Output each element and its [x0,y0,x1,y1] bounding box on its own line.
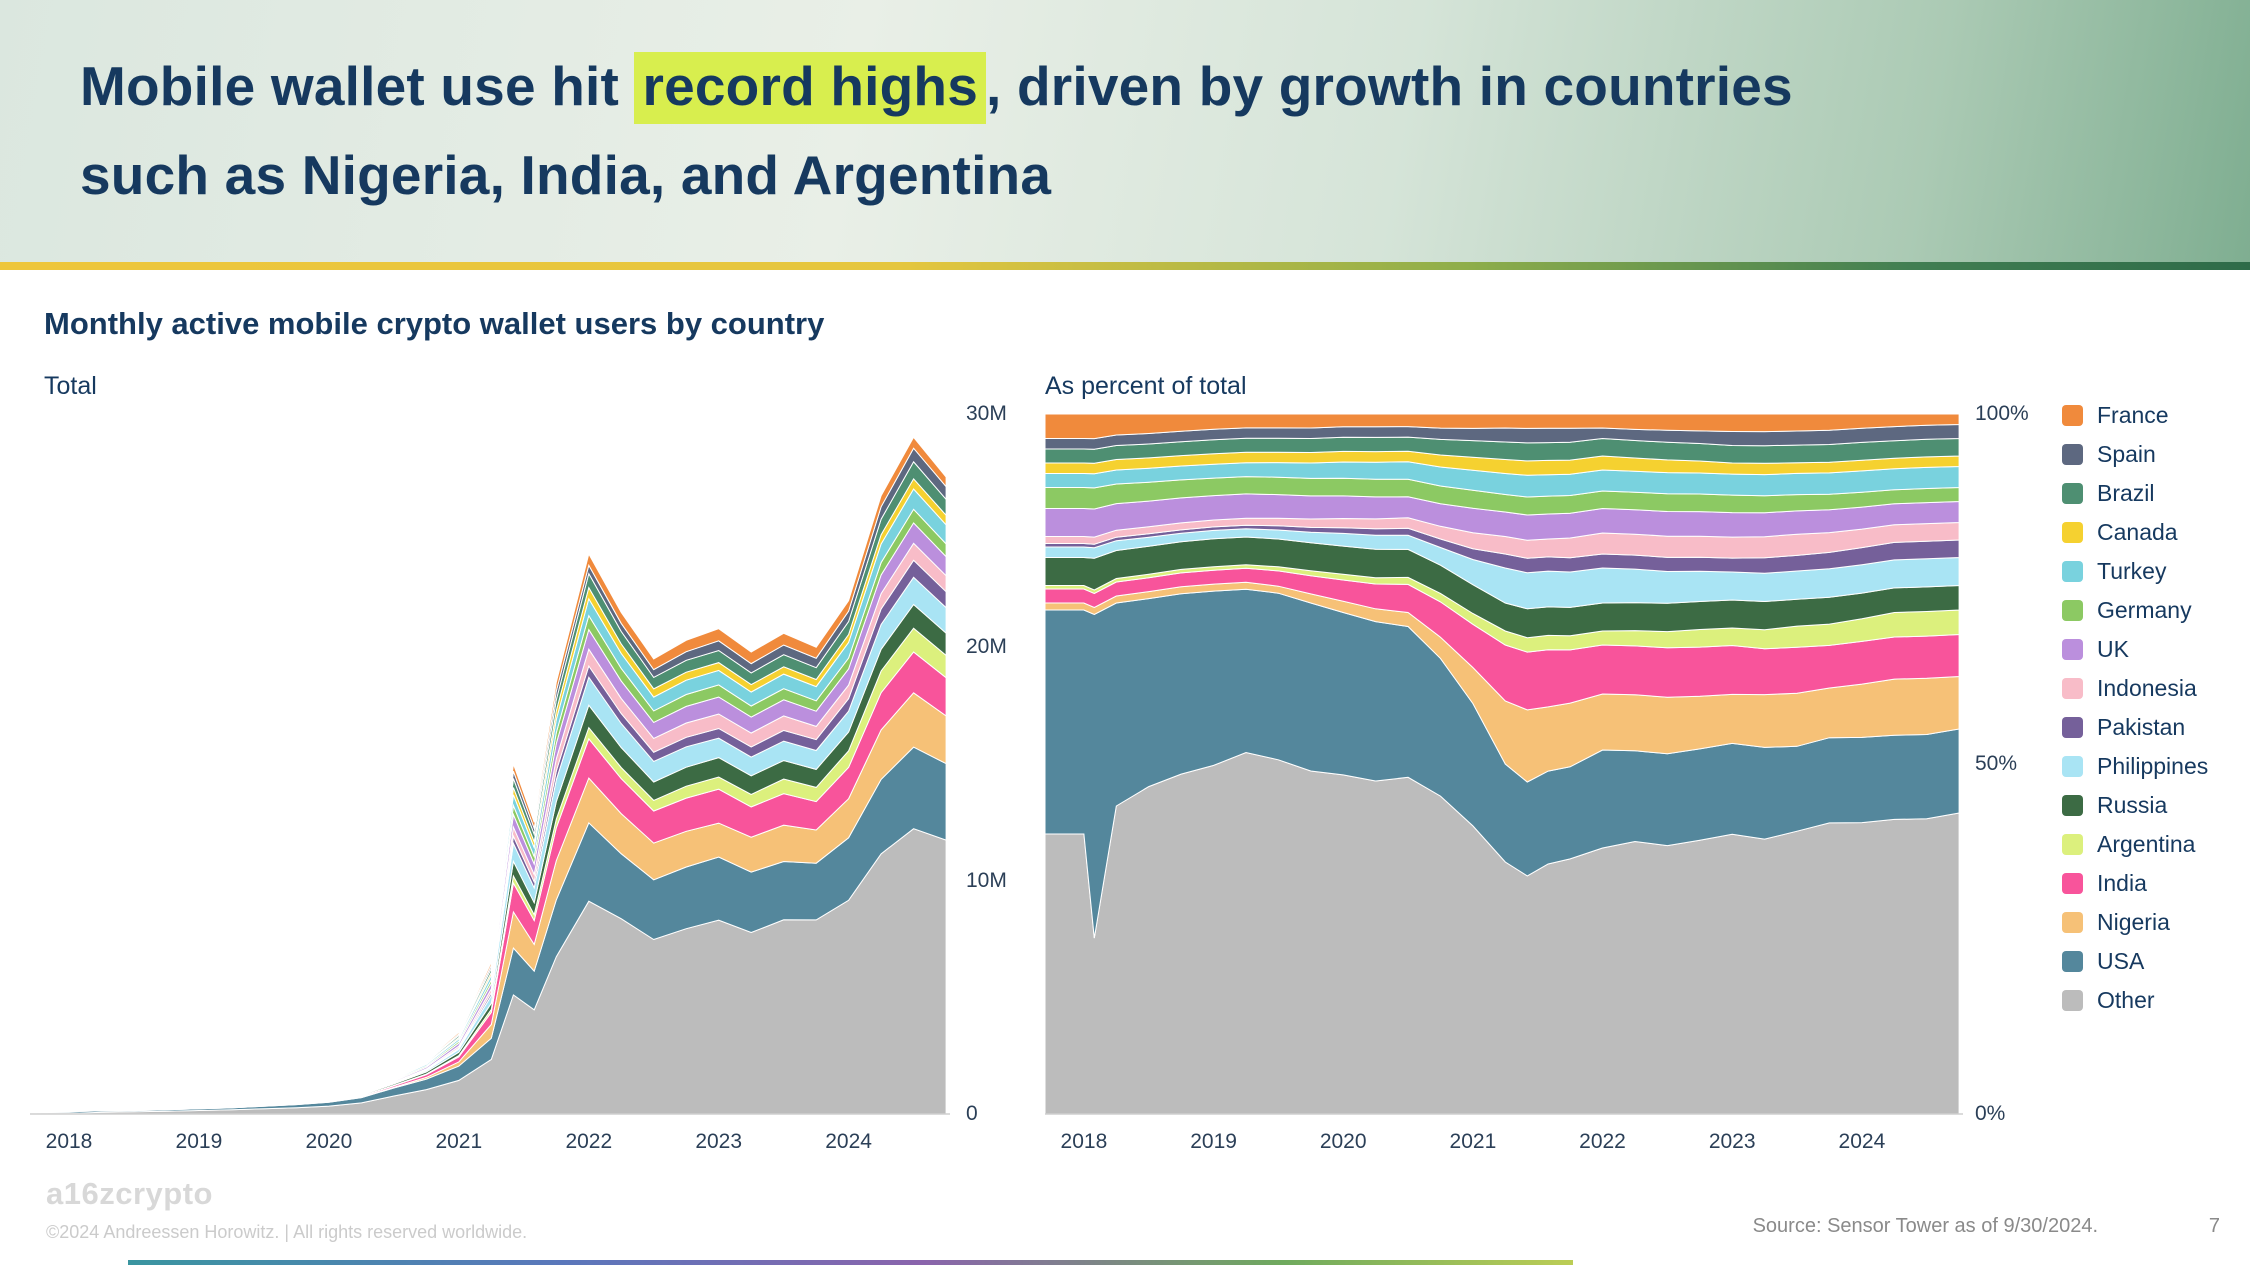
legend-item-argentina: Argentina [2062,825,2208,864]
legend-label: Nigeria [2097,909,2170,935]
percent-stacked-area-chart: 2018 2019 2020 2021 2022 2023 2024 [1045,414,1963,1153]
title-highlight: record highs [634,52,986,124]
legend-swatch [2062,405,2083,426]
ytick-0: 0 [966,1102,978,1125]
a16zcrypto-logo: a16zcrypto [46,1176,213,1211]
total-chart-label: Total [44,372,97,400]
x-tick-label: 2023 [1709,1130,1756,1153]
legend-label: France [2097,402,2169,428]
header-banner: Mobile wallet use hit record highs, driv… [0,0,2250,262]
area-france [1045,414,1960,440]
legend-swatch [2062,561,2083,582]
x-tick-label: 2021 [1450,1130,1497,1153]
legend-swatch [2062,522,2083,543]
legend-item-usa: USA [2062,942,2208,981]
legend-item-russia: Russia [2062,786,2208,825]
source-text: Source: Sensor Tower as of 9/30/2024. [1752,1215,2098,1237]
legend-item-nigeria: Nigeria [2062,903,2208,942]
legend-label: Russia [2097,792,2168,818]
legend-item-canada: Canada [2062,513,2208,552]
x-tick-label: 2022 [1579,1130,1626,1153]
chart-section-title: Monthly active mobile crypto wallet user… [44,306,825,341]
percent-chart-label: As percent of total [1045,372,1247,400]
ytick-0pct: 0% [1975,1102,2006,1125]
legend-label: Pakistan [2097,714,2186,740]
x-tick-label: 2019 [176,1130,223,1153]
legend-item-other: Other [2062,981,2208,1020]
page-number: 7 [2208,1215,2220,1237]
x-tick-label: 2020 [306,1130,353,1153]
area-france [30,436,947,1112]
legend-swatch [2062,639,2083,660]
legend-item-indonesia: Indonesia [2062,669,2208,708]
legend-label: Spain [2097,441,2156,467]
legend-item-turkey: Turkey [2062,552,2208,591]
legend-item-france: France [2062,396,2208,435]
x-tick-label: 2021 [435,1130,482,1153]
legend-swatch [2062,756,2083,777]
legend-item-philippines: Philippines [2062,747,2208,786]
slide-title: Mobile wallet use hit record highs, driv… [80,42,2140,220]
legend-label: UK [2097,636,2129,662]
legend-swatch [2062,717,2083,738]
x-tick-label: 2019 [1190,1130,1237,1153]
ytick-50pct: 50% [1975,752,2018,775]
legend-item-pakistan: Pakistan [2062,708,2208,747]
legend-label: Turkey [2097,558,2167,584]
ytick-100pct: 100% [1975,402,2029,425]
legend-label: India [2097,870,2147,896]
legend-swatch [2062,951,2083,972]
legend-item-germany: Germany [2062,591,2208,630]
accent-gradient-bar [0,262,2250,270]
legend-swatch [2062,678,2083,699]
x-tick-label: 2024 [825,1130,872,1153]
x-tick-label: 2020 [1320,1130,1367,1153]
legend-item-brazil: Brazil [2062,474,2208,513]
x-tick-label: 2022 [565,1130,612,1153]
legend-swatch [2062,912,2083,933]
legend-swatch [2062,795,2083,816]
legend-swatch [2062,483,2083,504]
legend-label: USA [2097,948,2145,974]
legend-label: Canada [2097,519,2178,545]
title-text-post: , driven by growth in countries [986,55,1793,117]
legend-label: Germany [2097,597,2192,623]
copyright-text: ©2024 Andreessen Horowitz. | All rights … [46,1222,528,1242]
legend-swatch [2062,990,2083,1011]
legend-swatch [2062,873,2083,894]
legend-label: Argentina [2097,831,2196,857]
legend-swatch [2062,600,2083,621]
legend-item-spain: Spain [2062,435,2208,474]
x-tick-label: 2023 [695,1130,742,1153]
ytick-10m: 10M [966,869,1007,892]
ytick-30m: 30M [966,402,1007,425]
x-tick-label: 2018 [46,1130,93,1153]
ytick-20m: 20M [966,635,1007,658]
title-text-pre: Mobile wallet use hit [80,55,635,117]
legend-label: Indonesia [2097,675,2197,701]
chart-legend: France Spain Brazil Canada Turkey Germany UK In… [2062,396,2208,1020]
legend-item-india: India [2062,864,2208,903]
title-line2: such as Nigeria, India, and Argentina [80,144,1052,207]
legend-item-uk: UK [2062,630,2208,669]
x-tick-label: 2024 [1839,1130,1886,1153]
legend-swatch [2062,444,2083,465]
bottom-gradient-strip [128,1260,1573,1265]
legend-label: Philippines [2097,753,2209,779]
total-stacked-area-chart: 2018 2019 2020 2021 2022 2023 2024 [30,436,950,1153]
x-tick-label: 2018 [1061,1130,1108,1153]
legend-label: Other [2097,987,2155,1013]
legend-swatch [2062,834,2083,855]
legend-label: Brazil [2097,480,2155,506]
